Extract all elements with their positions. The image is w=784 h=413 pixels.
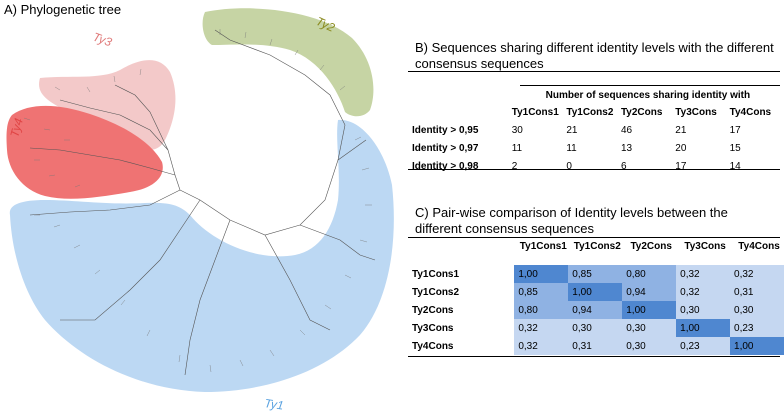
table-cell: 2 xyxy=(511,160,518,172)
corner-cell xyxy=(412,238,514,255)
panel-b-span-header: Number of sequences sharing identity wit… xyxy=(545,89,751,101)
row-label: Ty1Cons2 xyxy=(412,286,460,298)
table-cell: 21 xyxy=(675,124,687,136)
heatmap-cell: 0,30 xyxy=(568,319,623,337)
table-row: Identity > 0,98 2 0 6 17 14 xyxy=(412,157,784,175)
heatmap-cell: 0,30 xyxy=(622,319,677,337)
panel-b-col-header: Ty3Cons xyxy=(675,107,717,118)
heatmap-cell: 0,94 xyxy=(622,283,677,301)
panel-c-table: Ty1Cons1 Ty1Cons2 Ty2Cons Ty3Cons Ty4Con… xyxy=(412,238,784,355)
panel-c-col-header: Ty2Cons xyxy=(630,241,672,252)
row-label: Identity > 0,95 xyxy=(412,124,479,136)
heatmap-cell: 0,32 xyxy=(730,265,784,283)
panel-b-mid-rule xyxy=(520,85,780,86)
heatmap-cell: 0,94 xyxy=(568,301,623,319)
table-cell: 30 xyxy=(511,124,523,136)
table-cell: 17 xyxy=(729,124,741,136)
panel-c-top-rule xyxy=(408,237,780,238)
table-cell: 6 xyxy=(620,160,627,172)
clade-label-ty3: Ty3 xyxy=(91,30,114,50)
row-label: Identity > 0,97 xyxy=(412,142,479,154)
heatmap-cell: 0,30 xyxy=(622,337,677,355)
clade-ty1-region xyxy=(9,119,394,393)
table-cell: 11 xyxy=(511,142,523,154)
heatmap-cell: 0,30 xyxy=(730,301,784,319)
heatmap-cell: 0,32 xyxy=(514,319,569,337)
panel-b-col-header: Ty1Cons2 xyxy=(566,107,614,118)
heatmap-cell: 1,00 xyxy=(730,337,784,355)
table-cell: 20 xyxy=(675,142,687,154)
table-cell: 21 xyxy=(566,124,578,136)
panel-b-top-rule xyxy=(408,71,780,72)
heatmap-cell: 0,32 xyxy=(676,265,731,283)
table-row: Ty3Cons 0,32 0,30 0,30 1,00 0,23 xyxy=(412,319,784,337)
panel-b-col-header: Ty1Cons1 xyxy=(511,107,559,118)
table-cell: 46 xyxy=(620,124,633,136)
panel-c-col-header: Ty1Cons2 xyxy=(573,241,621,252)
heatmap-cell: 0,31 xyxy=(730,283,784,301)
heatmap-cell: 1,00 xyxy=(622,301,677,319)
heatmap-cell: 0,32 xyxy=(676,283,731,301)
clade-ty3-region xyxy=(39,60,176,150)
panel-b-col-header: Ty2Cons xyxy=(620,107,663,118)
row-label: Identity > 0,98 xyxy=(412,160,479,172)
panel-c-bottom-rule xyxy=(408,356,780,357)
row-label: Ty2Cons xyxy=(412,304,454,316)
corner-cell xyxy=(412,86,512,104)
table-row: Ty1Cons1 1,00 0,85 0,80 0,32 0,32 xyxy=(412,265,784,283)
clade-label-ty1: Ty1 xyxy=(264,396,285,413)
heatmap-cell: 0,85 xyxy=(514,283,569,301)
panel-b-title: B) Sequences sharing different identity … xyxy=(415,40,774,71)
table-cell: 14 xyxy=(729,160,741,172)
table-row: Identity > 0,95 30 21 46 21 17 xyxy=(412,121,784,139)
table-cell: 17 xyxy=(675,160,687,172)
table-row: Ty2Cons 0,80 0,94 1,00 0,30 0,30 xyxy=(412,301,784,319)
heatmap-cell: 1,00 xyxy=(676,319,731,337)
heatmap-cell: 0,31 xyxy=(568,337,623,355)
tree-branches xyxy=(29,29,376,376)
row-label: Ty4Cons xyxy=(412,340,454,352)
clade-ty2-region xyxy=(202,8,374,117)
panel-a-title: A) Phylogenetic tree xyxy=(4,2,122,17)
panel-c-title: C) Pair-wise comparison of Identity leve… xyxy=(415,205,728,236)
table-row: Identity > 0,97 11 11 13 20 15 xyxy=(412,139,784,157)
table-row: Ty4Cons 0,32 0,31 0,30 0,23 1,00 xyxy=(412,337,784,355)
panel-b-col-header: Ty4Cons xyxy=(729,107,772,118)
table-cell: 13 xyxy=(620,142,633,154)
heatmap-cell: 0,80 xyxy=(514,301,569,319)
panel-c-col-header: Ty4Cons xyxy=(738,241,780,252)
corner-cell xyxy=(412,104,512,121)
heatmap-cell: 0,30 xyxy=(676,301,731,319)
row-label: Ty1Cons1 xyxy=(412,268,460,280)
table-cell: 15 xyxy=(729,142,741,154)
phylogenetic-tree: Ty1 Ty2 Ty3 Ty4 xyxy=(6,8,394,413)
panel-b-table: Number of sequences sharing identity wit… xyxy=(412,86,784,175)
heatmap-cell: 0,80 xyxy=(622,265,677,283)
heatmap-cell: 0,32 xyxy=(514,337,569,355)
row-label: Ty3Cons xyxy=(412,322,454,334)
panel-c-col-header: Ty3Cons xyxy=(684,241,726,252)
table-cell: 0 xyxy=(566,160,572,172)
table-row: Ty1Cons2 0,85 1,00 0,94 0,32 0,31 xyxy=(412,283,784,301)
panel-c-col-header: Ty1Cons1 xyxy=(519,241,567,252)
heatmap-cell: 0,23 xyxy=(676,337,731,355)
panel-b-bottom-rule xyxy=(408,169,780,170)
heatmap-cell: 1,00 xyxy=(568,283,623,301)
heatmap-cell: 0,23 xyxy=(730,319,784,337)
heatmap-cell: 0,85 xyxy=(568,265,623,283)
clade-label-ty4: Ty4 xyxy=(7,116,26,138)
tree-leaf-ticks xyxy=(23,29,372,373)
heatmap-cell: 1,00 xyxy=(514,265,569,283)
table-cell: 11 xyxy=(566,142,577,154)
